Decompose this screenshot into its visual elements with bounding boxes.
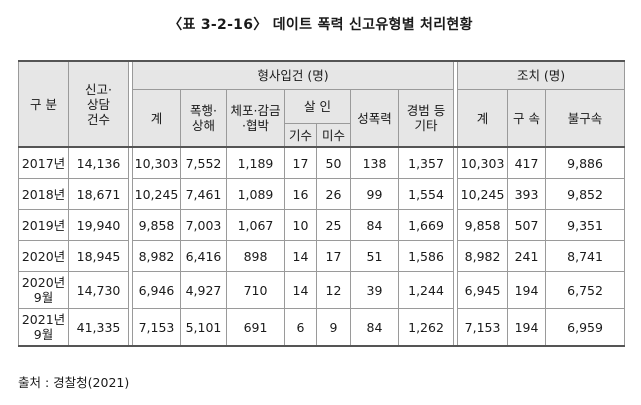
row-year: 2021년 9월 — [18, 308, 69, 347]
cell-assault: 4,927 — [180, 271, 227, 309]
cell-murder-attempt: 12 — [316, 271, 351, 309]
header-murder-group: 살 인 — [284, 89, 351, 124]
cell-murder-attempt: 9 — [316, 308, 351, 347]
data-table: 구 분 신고· 상담 건수 형사입건 (명) 조치 (명) 계 폭행· 상해 체포·감… — [18, 60, 626, 347]
cell-m-total: 10,303 — [457, 146, 509, 179]
cell-murder-done: 14 — [284, 240, 317, 272]
cell-assault: 6,416 — [180, 240, 227, 272]
row-year: 2020년 9월 — [18, 271, 69, 309]
cell-other: 1,554 — [397, 178, 455, 210]
cell-not-detained: 9,886 — [545, 146, 626, 179]
cell-sexual: 39 — [350, 271, 399, 309]
cell-confinement: 1,089 — [226, 178, 285, 210]
row-year: 2020년 — [18, 240, 69, 272]
cell-murder-done: 14 — [284, 271, 317, 309]
header-measures-group: 조치 (명) — [457, 60, 626, 90]
cell-total: 7,153 — [132, 308, 181, 347]
cell-not-detained: 6,959 — [545, 308, 626, 347]
cell-murder-attempt: 26 — [316, 178, 351, 210]
header-confinement: 체포·감금 ·협박 — [226, 89, 285, 148]
cell-detained: 417 — [507, 146, 547, 179]
cell-not-detained: 9,351 — [545, 209, 626, 241]
cell-detained: 194 — [507, 271, 547, 309]
cell-confinement: 691 — [226, 308, 285, 347]
cell-total: 10,245 — [132, 178, 181, 210]
table-row: 2018년 18,671 10,245 7,461 1,089 16 26 99 1,554 10… — [18, 178, 626, 210]
cell-reports: 18,671 — [68, 178, 129, 210]
cell-m-total: 6,945 — [457, 271, 509, 309]
header-category: 구 분 — [18, 60, 69, 148]
header-total: 계 — [132, 89, 181, 148]
cell-detained: 393 — [507, 178, 547, 210]
cell-confinement: 710 — [226, 271, 285, 309]
cell-not-detained: 6,752 — [545, 271, 626, 309]
cell-sexual: 138 — [350, 146, 399, 179]
cell-m-total: 9,858 — [457, 209, 509, 241]
header-reports: 신고· 상담 건수 — [68, 60, 129, 148]
cell-total: 6,946 — [132, 271, 181, 309]
cell-reports: 19,940 — [68, 209, 129, 241]
row-year: 2019년 — [18, 209, 69, 241]
header-not-detained: 불구속 — [545, 89, 626, 148]
cell-other: 1,244 — [397, 271, 455, 309]
cell-m-total: 8,982 — [457, 240, 509, 272]
row-year: 2017년 — [18, 146, 69, 179]
cell-sexual: 51 — [350, 240, 399, 272]
cell-reports: 18,945 — [68, 240, 129, 272]
header-murder-done: 기수 — [284, 123, 317, 148]
cell-murder-attempt: 50 — [316, 146, 351, 179]
cell-murder-done: 16 — [284, 178, 317, 210]
cell-sexual: 99 — [350, 178, 399, 210]
cell-other: 1,262 — [397, 308, 455, 347]
cell-detained: 194 — [507, 308, 547, 347]
cell-reports: 14,730 — [68, 271, 129, 309]
cell-detained: 241 — [507, 240, 547, 272]
header-sexual-violence: 성폭력 — [350, 89, 399, 148]
table-container: 구 분 신고· 상담 건수 형사입건 (명) 조치 (명) 계 폭행· 상해 체포·감… — [18, 60, 626, 347]
cell-total: 10,303 — [132, 146, 181, 179]
cell-m-total: 10,245 — [457, 178, 509, 210]
cell-not-detained: 9,852 — [545, 178, 626, 210]
table-row: 2020년 18,945 8,982 6,416 898 14 17 51 1,586 8,982… — [18, 240, 626, 272]
cell-total: 9,858 — [132, 209, 181, 241]
header-minor-other: 경범 등 기타 — [397, 89, 455, 148]
cell-murder-attempt: 25 — [316, 209, 351, 241]
cell-murder-done: 17 — [284, 146, 317, 179]
cell-other: 1,669 — [397, 209, 455, 241]
cell-confinement: 1,067 — [226, 209, 285, 241]
table-row: 2021년 9월 41,335 7,153 5,101 691 6 9 84 1,262 7,153… — [18, 308, 626, 347]
table-body: 2017년 14,136 10,303 7,552 1,189 17 50 138 1,357 1… — [18, 146, 626, 347]
table-row: 2020년 9월 14,730 6,946 4,927 710 14 12 39 1,244 6,9… — [18, 271, 626, 309]
row-year: 2018년 — [18, 178, 69, 210]
cell-assault: 7,461 — [180, 178, 227, 210]
cell-assault: 5,101 — [180, 308, 227, 347]
cell-detained: 507 — [507, 209, 547, 241]
cell-assault: 7,552 — [180, 146, 227, 179]
cell-assault: 7,003 — [180, 209, 227, 241]
cell-confinement: 898 — [226, 240, 285, 272]
table-row: 2017년 14,136 10,303 7,552 1,189 17 50 138 1,357 1… — [18, 146, 626, 179]
header-murder-attempt: 미수 — [316, 123, 351, 148]
cell-m-total: 7,153 — [457, 308, 509, 347]
cell-confinement: 1,189 — [226, 146, 285, 179]
cell-other: 1,357 — [397, 146, 455, 179]
cell-murder-attempt: 17 — [316, 240, 351, 272]
cell-total: 8,982 — [132, 240, 181, 272]
cell-murder-done: 6 — [284, 308, 317, 347]
table-row: 2019년 19,940 9,858 7,003 1,067 10 25 84 1,669 9,8… — [18, 209, 626, 241]
source-note: 출처 : 경찰청(2021) — [18, 375, 130, 390]
cell-reports: 41,335 — [68, 308, 129, 347]
cell-murder-done: 10 — [284, 209, 317, 241]
table-title: 〈표 3-2-16〉 데이트 폭력 신고유형별 처리현황 — [168, 17, 473, 33]
cell-reports: 14,136 — [68, 146, 129, 179]
cell-sexual: 84 — [350, 308, 399, 347]
header-measures-total: 계 — [457, 89, 509, 148]
header-criminal-group: 형사입건 (명) — [131, 60, 455, 90]
header-assault: 폭행· 상해 — [180, 89, 227, 148]
cell-not-detained: 8,741 — [545, 240, 626, 272]
cell-other: 1,586 — [397, 240, 455, 272]
cell-sexual: 84 — [350, 209, 399, 241]
header-detained: 구 속 — [507, 89, 547, 148]
